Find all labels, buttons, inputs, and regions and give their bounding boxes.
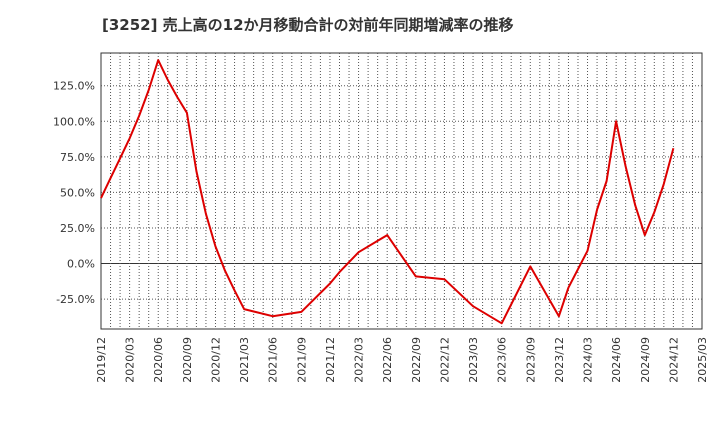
x-tick-label: 2020/09 [181, 337, 194, 383]
x-tick-label: 2021/09 [295, 337, 308, 383]
series-line [100, 59, 675, 325]
x-tick-label: 2023/03 [467, 337, 480, 383]
x-tick-label: 2020/03 [124, 337, 137, 383]
y-tick-label: 25.0% [60, 222, 95, 235]
chart-title: [3252] 売上高の12か月移動合計の対前年同期増減率の推移 [102, 16, 514, 34]
y-axis: 125.0% 100.0% 75.0% 50.0% 25.0% 0.0% -25.0% [53, 80, 95, 306]
plot-background [100, 52, 703, 330]
x-tick-label: 2020/12 [209, 337, 222, 383]
y-tick-label: -25.0% [56, 293, 95, 306]
x-tick-label: 2022/06 [381, 337, 394, 383]
x-tick-label: 2022/09 [410, 337, 423, 383]
x-tick-label: 2020/06 [152, 337, 165, 383]
x-tick-label: 2021/06 [267, 337, 280, 383]
x-tick-label: 2022/12 [438, 337, 451, 383]
x-tick-label: 2023/06 [496, 337, 509, 383]
x-tick-label: 2024/09 [639, 337, 652, 383]
y-tick-label: 125.0% [53, 80, 95, 93]
x-tick-label: 2023/09 [524, 337, 537, 383]
series-layer [100, 59, 675, 325]
y-tick-label: 100.0% [53, 115, 95, 128]
x-tick-label: 2024/03 [582, 337, 595, 383]
x-tick-label: 2024/06 [610, 337, 623, 383]
x-tick-label: 2023/12 [553, 337, 566, 383]
x-tick-label: 2022/03 [353, 337, 366, 383]
y-tick-label: 0.0% [67, 258, 95, 271]
x-tick-label: 2024/12 [667, 337, 680, 383]
x-tick-label: 2021/12 [324, 337, 337, 383]
grid-lines [101, 53, 702, 329]
x-tick-label: 2025/03 [696, 337, 709, 383]
y-tick-label: 50.0% [60, 186, 95, 199]
y-tick-label: 75.0% [60, 151, 95, 164]
x-tick-label: 2019/12 [95, 337, 108, 383]
x-tick-label: 2021/03 [238, 337, 251, 383]
x-axis: 2019/12 2020/03 2020/06 2020/09 2020/12 2021/… [95, 337, 709, 383]
